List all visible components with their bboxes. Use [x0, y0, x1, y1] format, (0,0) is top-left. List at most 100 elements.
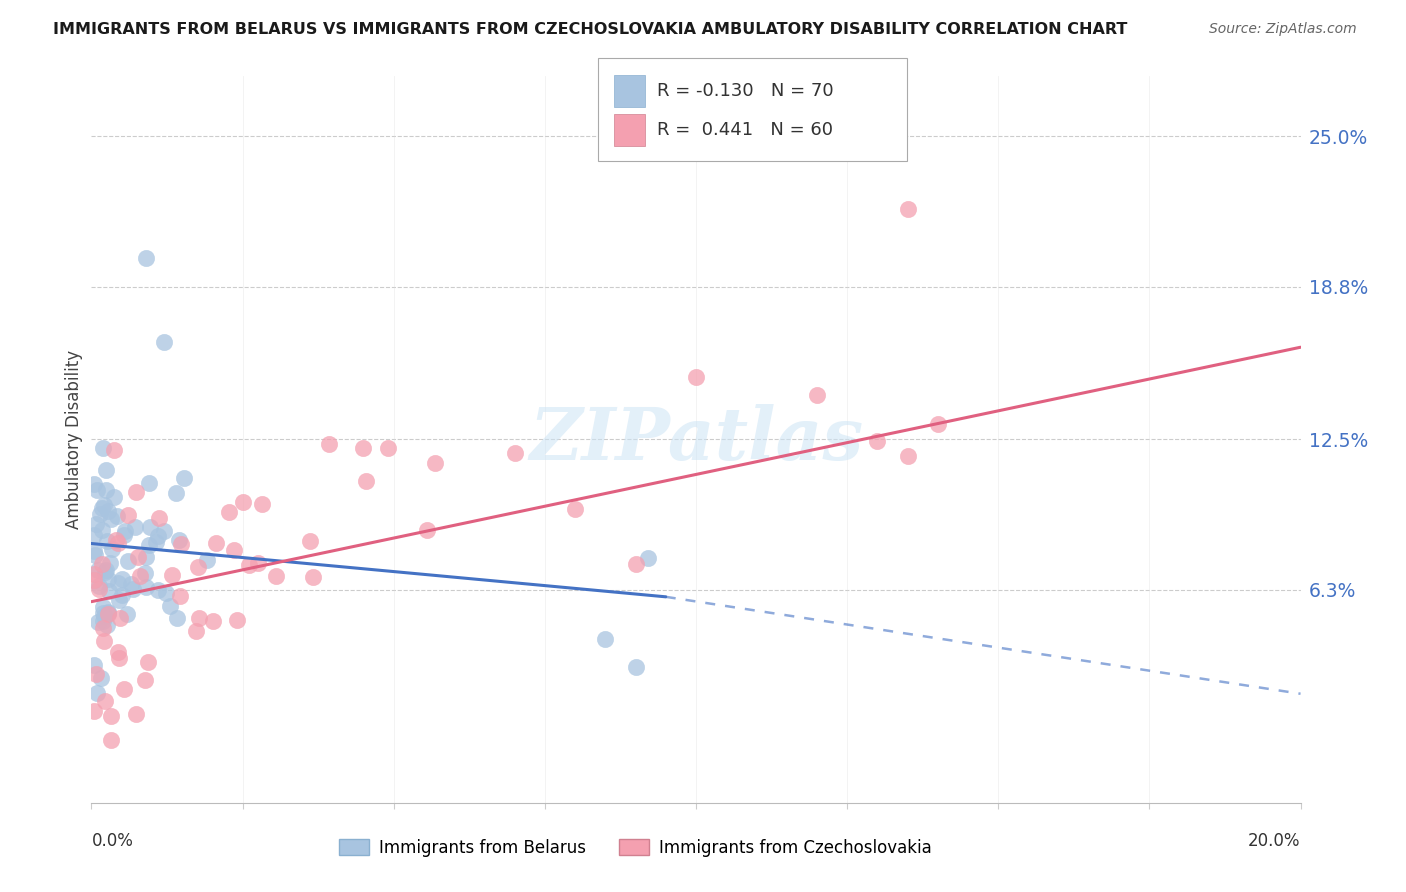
Point	[637, 551, 659, 566]
Point	[87, 563, 110, 577]
Point	[160, 568, 183, 582]
Point	[105, 509, 128, 524]
Point	[83, 549, 105, 563]
Point	[89, 582, 111, 597]
Point	[86, 615, 108, 630]
Point	[423, 456, 446, 470]
Point	[146, 582, 169, 597]
Point	[125, 706, 148, 721]
Point	[377, 441, 399, 455]
Text: 20.0%: 20.0%	[1249, 832, 1301, 850]
Point	[83, 704, 105, 718]
Point	[298, 533, 321, 548]
Point	[250, 497, 273, 511]
Point	[91, 557, 114, 571]
Point	[97, 607, 120, 622]
Point	[91, 442, 114, 456]
Point	[103, 490, 125, 504]
Point	[96, 533, 118, 548]
Point	[114, 524, 136, 538]
Point	[115, 607, 138, 622]
Point	[145, 535, 167, 549]
Point	[866, 434, 889, 449]
Point	[134, 673, 156, 688]
Point	[111, 572, 134, 586]
Point	[117, 508, 139, 523]
Point	[195, 553, 218, 567]
Point	[135, 580, 157, 594]
Point	[90, 523, 112, 537]
Point	[98, 584, 121, 599]
Point	[89, 671, 111, 685]
Point	[301, 570, 323, 584]
Point	[136, 655, 159, 669]
Point	[685, 369, 707, 384]
Text: 0.0%: 0.0%	[91, 832, 134, 850]
Point	[107, 645, 129, 659]
Point	[167, 533, 190, 548]
Point	[232, 495, 254, 509]
Point	[97, 504, 120, 518]
Point	[93, 608, 115, 623]
Point	[91, 501, 114, 516]
Point	[120, 576, 142, 591]
Point	[135, 550, 157, 565]
Point	[89, 579, 111, 593]
Point	[187, 559, 209, 574]
Point	[83, 566, 105, 581]
Point	[624, 557, 647, 571]
Point	[104, 533, 127, 547]
Point	[138, 519, 160, 533]
Point	[83, 544, 105, 558]
Point	[96, 618, 118, 632]
Point	[218, 505, 240, 519]
Point	[169, 536, 191, 550]
Point	[205, 535, 228, 549]
Point	[897, 202, 920, 216]
Point	[107, 576, 129, 591]
Point	[135, 251, 157, 265]
Text: IMMIGRANTS FROM BELARUS VS IMMIGRANTS FROM CZECHOSLOVAKIA AMBULATORY DISABILITY : IMMIGRANTS FROM BELARUS VS IMMIGRANTS FR…	[53, 22, 1128, 37]
Point	[124, 520, 146, 534]
Point	[564, 501, 586, 516]
Point	[128, 569, 150, 583]
Point	[84, 516, 107, 531]
Point	[146, 528, 169, 542]
Point	[897, 450, 920, 464]
Point	[83, 657, 105, 672]
Point	[100, 709, 122, 723]
Point	[138, 476, 160, 491]
Point	[166, 611, 188, 625]
Point	[91, 607, 114, 621]
Y-axis label: Ambulatory Disability: Ambulatory Disability	[65, 350, 83, 529]
Point	[153, 524, 176, 538]
Point	[201, 614, 224, 628]
Point	[153, 335, 176, 350]
Point	[107, 536, 129, 550]
Point	[155, 586, 177, 600]
Point	[159, 599, 181, 613]
Point	[108, 592, 131, 607]
Point	[927, 417, 949, 431]
Point	[101, 542, 124, 557]
Point	[86, 686, 108, 700]
Point	[89, 507, 111, 521]
Point	[415, 523, 437, 537]
Point	[318, 437, 340, 451]
Point	[352, 441, 374, 455]
Point	[100, 732, 122, 747]
Legend: Immigrants from Belarus, Immigrants from Czechoslovakia: Immigrants from Belarus, Immigrants from…	[332, 832, 939, 863]
Point	[83, 573, 105, 587]
Point	[112, 681, 135, 696]
Point	[97, 572, 120, 586]
Point	[173, 471, 195, 485]
Point	[93, 621, 115, 635]
Point	[93, 600, 115, 615]
Point	[134, 566, 156, 581]
Point	[184, 624, 207, 638]
Point	[354, 474, 377, 488]
Point	[138, 538, 160, 552]
Point	[94, 462, 117, 476]
Point	[122, 582, 145, 597]
Point	[169, 589, 191, 603]
